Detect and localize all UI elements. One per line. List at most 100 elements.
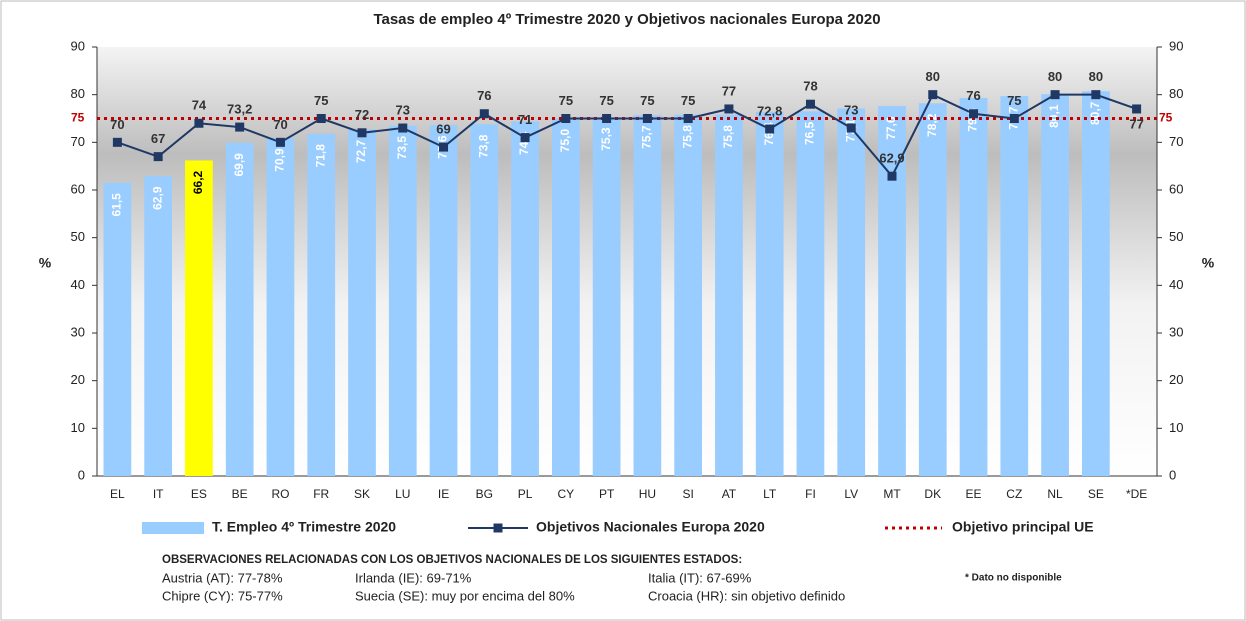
marker	[235, 122, 245, 132]
legend-label: Objetivo principal UE	[952, 519, 1094, 535]
y2-tick-label: 80	[1169, 86, 1183, 101]
marker	[1132, 104, 1142, 114]
bar-label: 61,5	[110, 193, 124, 217]
bar	[674, 114, 703, 476]
marker	[1009, 114, 1019, 123]
marker	[1091, 90, 1101, 100]
bar	[103, 182, 132, 476]
bar	[266, 138, 295, 476]
marker	[805, 99, 815, 109]
y-tick-label: 40	[71, 277, 85, 292]
y2-tick-label: 40	[1169, 277, 1183, 292]
bar-label: 69,9	[232, 153, 246, 177]
bar	[225, 142, 254, 476]
bar	[185, 160, 213, 477]
marker	[439, 142, 449, 152]
bar-label: 80,7	[1088, 101, 1102, 125]
x-tick-label: SE	[1088, 487, 1104, 501]
x-tick-label: LT	[763, 487, 777, 501]
x-tick-label: IT	[153, 487, 164, 501]
y2-axis-label: %	[1202, 255, 1215, 271]
y-tick-label: 70	[71, 134, 85, 149]
marker	[357, 128, 367, 138]
bar	[796, 111, 825, 476]
bar	[470, 124, 499, 476]
line-label: 70	[110, 117, 124, 132]
note: Italia (IT): 67-69%	[648, 570, 752, 585]
x-tick-label: CZ	[1006, 487, 1022, 501]
bar-label: 78,2	[925, 113, 939, 137]
x-tick-label: CY	[558, 487, 575, 501]
chart-title: Tasas de empleo 4º Trimestre 2020 y Obje…	[373, 11, 880, 28]
y2-tick-label: 70	[1169, 134, 1183, 149]
note: Croacia (HR): sin objetivo definido	[648, 588, 845, 603]
line-label: 72,8	[757, 103, 782, 118]
x-tick-label: RO	[271, 487, 289, 501]
note: Suecia (SE): muy por encima del 80%	[355, 588, 575, 603]
bar-label: 62,9	[150, 186, 164, 210]
bar-label: 70,9	[273, 148, 287, 172]
x-tick-label: EE	[966, 487, 982, 501]
bar-label: 72,7	[354, 139, 368, 163]
x-tick-label: PL	[518, 487, 533, 501]
line-label: 70	[273, 117, 287, 132]
bar-label: 71,8	[313, 144, 327, 168]
y2-tick-label: 10	[1169, 420, 1183, 435]
bar	[755, 111, 784, 477]
x-tick-label: DK	[924, 487, 941, 501]
line-label: 75	[314, 93, 328, 108]
x-tick-label: SK	[354, 487, 370, 501]
bar-label: 75,8	[721, 125, 735, 149]
x-tick-label: MT	[883, 487, 901, 501]
bar	[144, 176, 173, 476]
line-label: 75	[599, 93, 613, 108]
marker	[928, 90, 938, 100]
note: Austria (AT): 77-78%	[162, 570, 283, 585]
y-tick-label: 80	[71, 86, 85, 101]
x-tick-label: BG	[476, 487, 493, 501]
y2-tick-label: 60	[1169, 181, 1183, 196]
x-tick-label: HU	[639, 487, 656, 501]
line-label: 78	[803, 79, 817, 94]
x-tick-label: NL	[1047, 487, 1063, 501]
legend-label: T. Empleo 4º Trimestre 2020	[212, 519, 396, 535]
y2-tick-label: 30	[1169, 324, 1183, 339]
y2-tick-label: 90	[1169, 38, 1183, 53]
marker	[602, 114, 612, 123]
line-label: 73,2	[227, 102, 252, 117]
footnote: * Dato no disponible	[965, 573, 1062, 584]
x-tick-label: EL	[110, 487, 125, 501]
x-tick-label: FR	[313, 487, 329, 501]
marker	[194, 118, 204, 128]
bar	[1041, 94, 1069, 476]
line-label: 72	[355, 107, 369, 122]
y-tick-label: 60	[71, 181, 85, 196]
bar-label: 76,5	[803, 121, 817, 145]
x-tick-label: IE	[438, 487, 449, 501]
bar	[1081, 91, 1110, 476]
x-tick-label: BE	[232, 487, 248, 501]
bar-label: 75,8	[680, 125, 694, 149]
bar	[633, 115, 662, 476]
bar	[348, 129, 376, 477]
bar	[307, 133, 336, 476]
bar	[592, 117, 621, 476]
marker	[398, 123, 408, 133]
marker	[642, 114, 652, 123]
line-label: 80	[926, 69, 940, 84]
bar-label: 73,8	[476, 134, 490, 158]
line-label: 73	[396, 102, 410, 117]
marker	[275, 137, 285, 147]
marker	[153, 152, 163, 162]
marker	[520, 133, 530, 143]
note: Chipre (CY): 75-77%	[162, 588, 283, 603]
bar	[959, 98, 988, 477]
bar	[388, 125, 417, 477]
line-label: 69	[436, 122, 450, 137]
y2-tick-label: 50	[1169, 229, 1183, 244]
bar	[878, 106, 906, 477]
y2-tick-label: 20	[1169, 372, 1183, 387]
marker	[561, 114, 571, 123]
line-label: 75	[1007, 93, 1021, 108]
